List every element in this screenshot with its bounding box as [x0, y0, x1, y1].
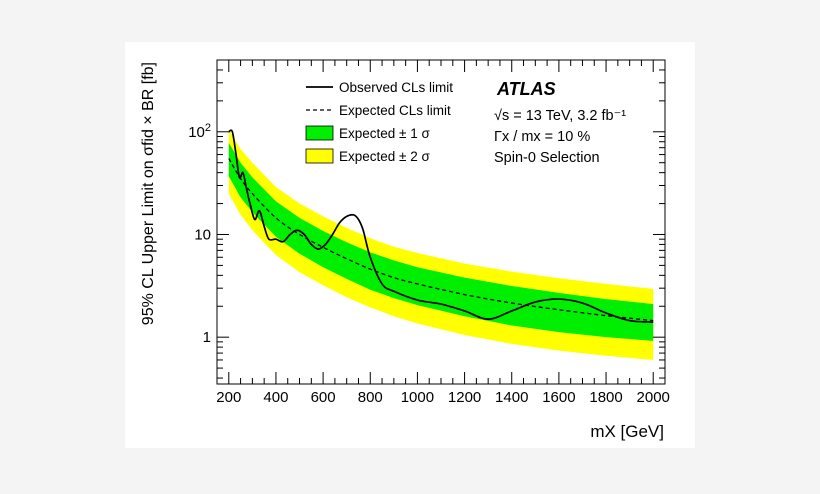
info-line: Γx / mx = 10 % [494, 129, 590, 145]
x-tick-label: 1800 [589, 389, 622, 406]
legend-label: Expected ± 2 σ [339, 149, 430, 164]
legend-label: Observed CLs limit [339, 80, 453, 95]
y-tick-label: 10 [194, 226, 211, 243]
x-tick-label: 1200 [448, 389, 481, 406]
expected-1sigma-band [228, 142, 654, 341]
legend-band-swatch [305, 148, 334, 164]
experiment-label: ATLAS [496, 79, 556, 99]
x-tick-label: 2000 [637, 389, 670, 406]
legend-band-swatch [305, 125, 334, 141]
x-axis-label: mX [GeV] [590, 422, 664, 441]
x-tick-label: 400 [263, 389, 288, 406]
x-tick-label: 200 [216, 389, 241, 406]
x-tick-label: 800 [358, 389, 383, 406]
legend-label: Expected ± 1 σ [339, 126, 430, 141]
x-tick-label: 1600 [542, 389, 575, 406]
x-tick-label: 600 [311, 389, 336, 406]
observed-limit-line [228, 129, 654, 324]
x-tick-label: 1000 [401, 389, 434, 406]
expected-limit-line [228, 158, 654, 322]
x-tick-label: 1400 [495, 389, 528, 406]
figure-background [125, 42, 695, 448]
info-line: √s = 13 TeV, 3.2 fb⁻¹ [494, 108, 626, 124]
y-axis-label: 95% CL Upper Limit on σfid × BR [fb] [140, 62, 157, 325]
info-line: Spin-0 Selection [494, 150, 600, 166]
y-tick-label: 1 [203, 329, 211, 346]
legend-label: Expected CLs limit [339, 103, 451, 118]
